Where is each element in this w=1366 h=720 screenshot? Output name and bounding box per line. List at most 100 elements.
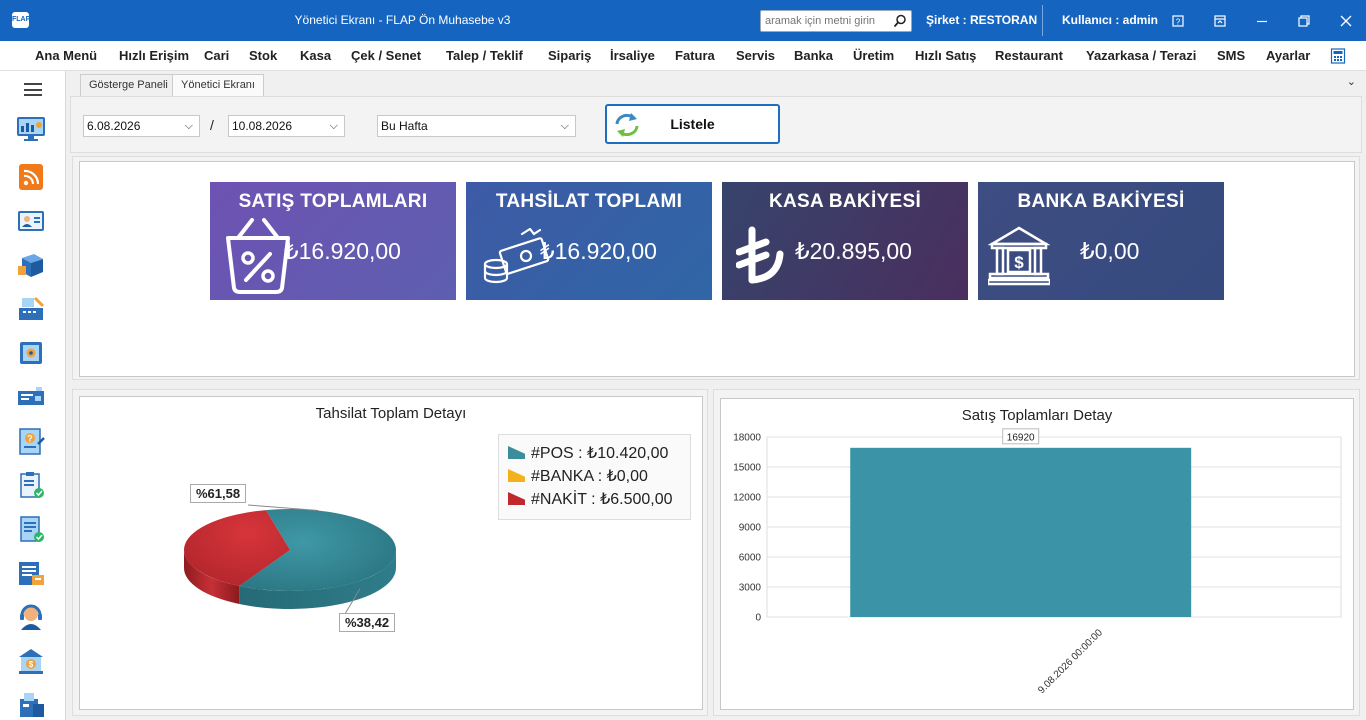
rss-feed-icon[interactable] xyxy=(16,162,46,192)
legend-item-banka: #BANKA : ₺0,00 xyxy=(508,466,648,486)
bank-balance-title: BANKA BAKİYESİ xyxy=(1017,191,1185,212)
sales-total-title: SATIŞ TOPLAMLARI xyxy=(238,191,428,212)
menu-hizli-satis[interactable]: Hızlı Satış xyxy=(915,48,977,63)
order-checklist-icon[interactable] xyxy=(16,470,46,500)
y-tick-label: 12000 xyxy=(733,493,761,504)
title-divider xyxy=(1042,5,1043,36)
end-date-value: 10.08.2026 xyxy=(232,119,293,133)
legend-label-nakit: #NAKİT : ₺6.500,00 xyxy=(531,491,673,508)
stock-box-icon[interactable] xyxy=(16,250,46,280)
lira-sign-icon xyxy=(736,226,784,284)
menu-hizli-erisim[interactable]: Hızlı Erişim xyxy=(119,48,190,63)
menu-uretim[interactable]: Üretim xyxy=(853,48,895,63)
pie-chart-title: Tahsilat Toplam Detayı xyxy=(315,405,467,422)
legend-label-banka: #BANKA : ₺0,00 xyxy=(531,468,648,485)
restore-layout-icon[interactable] xyxy=(1210,11,1230,31)
pie-label-nakit: %38,42 xyxy=(339,613,396,632)
cash-balance-title: KASA BAKİYESİ xyxy=(768,191,922,212)
menu-ana-menu[interactable]: Ana Menü xyxy=(35,48,98,63)
y-tick-label: 18000 xyxy=(733,433,761,444)
y-tick-label: 0 xyxy=(755,613,761,624)
menu-cek-senet[interactable]: Çek / Senet xyxy=(351,48,422,63)
cash-register-icon[interactable] xyxy=(16,294,46,324)
bar-chart: 0 3000 6000 9000 12000 15000 18000 16920 9.08.20… xyxy=(733,428,1342,696)
maximize-icon[interactable] xyxy=(1294,11,1314,31)
help-icon[interactable]: ? xyxy=(1168,11,1188,31)
search-icon[interactable] xyxy=(893,14,907,28)
quote-request-icon[interactable]: ? xyxy=(16,426,46,456)
close-icon[interactable] xyxy=(1336,11,1356,31)
window-title: Yönetici Ekranı - FLAP Ön Muhasebe v3 xyxy=(294,13,511,27)
chevron-down-icon[interactable]: ⌵ xyxy=(560,120,569,132)
menu-restaurant[interactable]: Restaurant xyxy=(995,48,1063,63)
dashboard-monitor-icon[interactable] xyxy=(16,114,46,144)
refresh-icon xyxy=(615,113,639,137)
legend-item-nakit: #NAKİT : ₺6.500,00 xyxy=(508,489,673,509)
service-support-icon[interactable] xyxy=(16,602,46,632)
chevron-down-icon[interactable]: ⌵ xyxy=(184,120,193,132)
menu-stok[interactable]: Stok xyxy=(249,48,278,63)
invoice-icon[interactable] xyxy=(16,558,46,588)
calculator-icon[interactable] xyxy=(1330,48,1346,64)
menu-banka[interactable]: Banka xyxy=(794,48,834,63)
menu-cari[interactable]: Cari xyxy=(204,48,230,63)
menu-sms[interactable]: SMS xyxy=(1217,48,1246,63)
chevron-down-icon[interactable]: ⌄ xyxy=(1346,76,1356,88)
menu-ayarlar[interactable]: Ayarlar xyxy=(1266,48,1311,63)
date-separator: / xyxy=(210,117,214,133)
end-date-picker[interactable]: 10.08.2026 ⌵ xyxy=(228,115,345,137)
start-date-value: 6.08.2026 xyxy=(87,119,141,133)
collection-total-value: ₺16.920,00 xyxy=(540,238,657,264)
title-bar: FLAP Yönetici Ekranı - FLAP Ön Muhasebe … xyxy=(0,0,1366,41)
period-select[interactable]: Bu Hafta ⌵ xyxy=(377,115,576,137)
menu-yazarkasa-terazi[interactable]: Yazarkasa / Terazi xyxy=(1086,48,1197,63)
menu-siparis[interactable]: Sipariş xyxy=(548,48,592,63)
y-tick-label: 9000 xyxy=(739,523,762,534)
collection-total-title: TAHSİLAT TOPLAMI xyxy=(495,191,683,212)
contact-card-icon[interactable] xyxy=(16,206,46,236)
safe-icon[interactable] xyxy=(16,338,46,368)
waybill-icon[interactable] xyxy=(16,514,46,544)
sales-total-value: ₺16.920,00 xyxy=(284,238,401,264)
cash-balance-card: KASA BAKİYESİ ₺20.895,00 xyxy=(722,182,968,300)
svg-text:?: ? xyxy=(1176,18,1181,27)
tab-yonetici-ekrani[interactable]: Yönetici Ekranı xyxy=(172,74,264,96)
svg-text:?: ? xyxy=(27,434,33,444)
pie-legend: #POS : ₺10.420,00 #BANKA : ₺0,00 #NAKİT … xyxy=(498,434,691,520)
user-label: Kullanıcı : admin xyxy=(1062,13,1159,27)
bank-coin-icon[interactable]: $ xyxy=(16,646,46,676)
search-box[interactable] xyxy=(760,10,912,32)
menu-irsaliye[interactable]: İrsaliye xyxy=(610,48,655,63)
list-button[interactable]: Listele xyxy=(605,104,780,144)
bar-chart-title: Satış Toplamları Detay xyxy=(961,407,1113,424)
legend-label-pos: #POS : ₺10.420,00 xyxy=(531,445,669,462)
y-tick-label: 6000 xyxy=(739,553,762,564)
bar-data-label: 16920 xyxy=(1007,432,1035,443)
collection-detail-panel: Tahsilat Toplam Detayı #POS : ₺10.420,00 xyxy=(72,389,708,716)
hamburger-menu-icon[interactable] xyxy=(24,83,42,96)
pie-chart xyxy=(184,504,396,620)
bank-balance-value: ₺0,00 xyxy=(1080,238,1140,264)
pie-label-pos: %61,58 xyxy=(190,484,247,503)
menu-servis[interactable]: Servis xyxy=(736,48,776,63)
filter-bar: 6.08.2026 ⌵ / 10.08.2026 ⌵ Bu Hafta ⌵ Li… xyxy=(70,96,1362,153)
summary-cards-container: SATIŞ TOPLAMLARI ₺16.920,00 TAHSİLAT TOP… xyxy=(79,161,1355,377)
start-date-picker[interactable]: 6.08.2026 ⌵ xyxy=(83,115,200,137)
production-icon[interactable] xyxy=(16,689,46,719)
x-tick-label: 9.08.2026 00:00:00 xyxy=(1036,627,1105,696)
menu-fatura[interactable]: Fatura xyxy=(675,48,715,63)
shopping-basket-percent-icon xyxy=(226,218,290,294)
chevron-down-icon[interactable]: ⌵ xyxy=(329,120,338,132)
sales-total-card: SATIŞ TOPLAMLARI ₺16.920,00 xyxy=(210,182,456,300)
bar xyxy=(850,447,1192,617)
tab-gosterge-paneli[interactable]: Gösterge Paneli xyxy=(80,74,177,96)
pie-leader-pos xyxy=(247,504,319,511)
cheque-icon[interactable] xyxy=(16,382,46,412)
search-input[interactable] xyxy=(761,11,886,31)
minimize-icon[interactable] xyxy=(1252,11,1272,31)
legend-swatch-nakit xyxy=(508,492,525,505)
y-tick-label: 15000 xyxy=(733,463,761,474)
sidebar: ? $ xyxy=(0,71,66,720)
menu-talep-teklif[interactable]: Talep / Teklif xyxy=(446,48,523,63)
menu-kasa[interactable]: Kasa xyxy=(300,48,332,63)
